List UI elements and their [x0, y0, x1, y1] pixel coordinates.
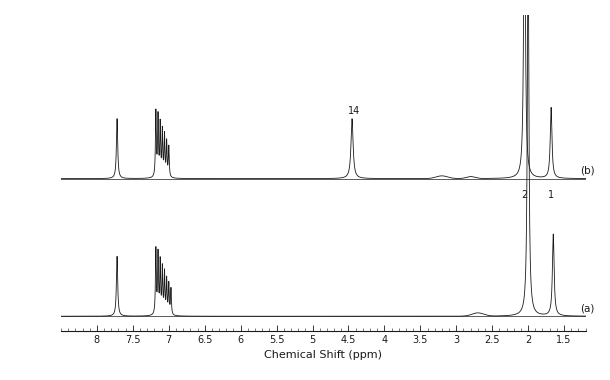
Text: 2: 2: [522, 190, 528, 200]
Text: (b): (b): [580, 166, 595, 176]
Text: 14: 14: [348, 106, 361, 116]
Text: (a): (a): [580, 303, 594, 314]
X-axis label: Chemical Shift (ppm): Chemical Shift (ppm): [264, 350, 382, 360]
Text: 1: 1: [548, 190, 554, 200]
